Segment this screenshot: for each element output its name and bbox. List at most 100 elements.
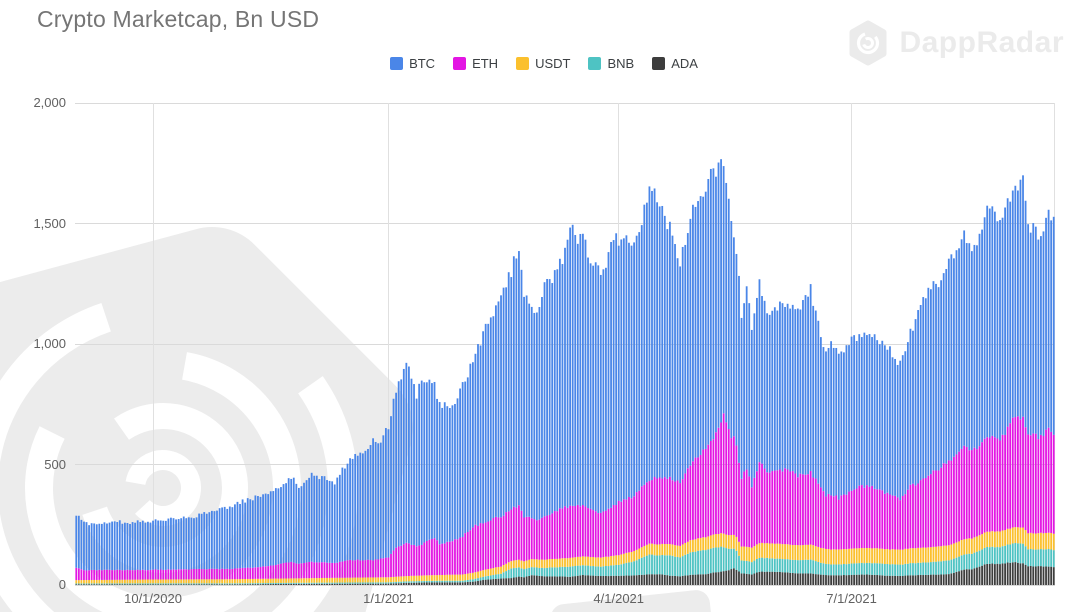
bar-segment-usdt (405, 576, 408, 582)
bar-segment-eth (814, 478, 817, 547)
bar-segment-usdt (866, 548, 868, 563)
bar-segment-eth (937, 470, 940, 547)
bar-segment-bnb (1011, 543, 1014, 563)
bar-segment-bnb (310, 582, 313, 584)
bar-segment-usdt (587, 556, 589, 566)
bar-segment-btc (809, 284, 812, 471)
bar-segment-usdt (177, 579, 180, 584)
bar-segment-btc (139, 522, 142, 571)
bar-segment-ada (704, 574, 707, 585)
bar-segment-eth (93, 569, 96, 580)
bar-segment-ada (656, 574, 659, 585)
bar-segment-usdt (978, 535, 981, 551)
bar-segment-usdt (216, 579, 218, 584)
bar-segment-eth (976, 449, 978, 537)
bar-segment-eth (512, 506, 515, 561)
bar-segment-ada (789, 572, 792, 585)
bar-segment-bnb (1017, 543, 1019, 563)
bar-segment-bnb (200, 583, 203, 585)
bar-segment-eth (333, 562, 336, 578)
bar-segment-ada (487, 579, 490, 585)
bar-segment-btc (180, 518, 183, 570)
bar-segment-btc (182, 516, 185, 570)
bar-segment-bnb (175, 583, 177, 585)
bar-segment-ada (817, 574, 820, 585)
bar-segment-ada (346, 583, 349, 585)
bar-segment-ada (280, 583, 282, 585)
bar-segment-usdt (1037, 533, 1040, 550)
bar-segment-bnb (896, 564, 899, 576)
bar-segment-eth (451, 541, 454, 575)
bar-segment-bnb (863, 563, 866, 575)
bar-segment-ada (379, 583, 382, 585)
bar-segment-eth (843, 494, 845, 550)
bar-segment-usdt (582, 556, 584, 566)
bar-segment-ada (397, 583, 400, 585)
bar-segment-eth (825, 496, 827, 549)
bar-segment-usdt (175, 579, 177, 584)
bar-segment-bnb (152, 583, 154, 585)
bar-segment-btc (382, 435, 385, 559)
bar-segment-eth (338, 561, 341, 578)
bar-segment-ada (436, 582, 438, 585)
bar-segment-btc (157, 520, 160, 570)
bar-segment-btc (638, 232, 641, 491)
bar-segment-bnb (582, 565, 584, 575)
bar-segment-ada (786, 572, 789, 585)
bar-segment-btc (377, 443, 380, 560)
bar-segment-btc (456, 398, 459, 540)
bar-segment-bnb (681, 556, 684, 576)
bar-segment-usdt (628, 552, 630, 563)
bar-segment-ada (1022, 563, 1024, 585)
bar-segment-usdt (551, 559, 554, 568)
bar-segment-ada (100, 584, 103, 585)
bar-segment-eth (167, 569, 170, 580)
bar-segment-usdt (525, 560, 528, 569)
bar-segment-bnb (269, 583, 272, 585)
bar-segment-bnb (674, 556, 676, 576)
bar-segment-eth (758, 462, 761, 544)
legend-label: ETH (472, 56, 499, 71)
bar-segment-eth (164, 569, 167, 580)
bar-segment-usdt (715, 534, 717, 548)
bar-segment-btc (520, 269, 523, 511)
bar-segment-bnb (878, 563, 881, 576)
bar-segment-btc (594, 262, 597, 512)
bar-segment-btc (272, 491, 275, 566)
bar-segment-ada (193, 584, 195, 585)
bar-segment-ada (873, 574, 876, 585)
bar-segment-bnb (415, 581, 418, 583)
bar-segment-usdt (282, 578, 285, 583)
bar-segment-usdt (983, 532, 986, 548)
bar-segment-eth (669, 476, 671, 545)
bar-segment-ada (75, 584, 78, 585)
bar-segment-usdt (720, 533, 722, 547)
legend-label: BNB (607, 56, 635, 71)
bar-segment-btc (1014, 185, 1017, 418)
bar-segment-usdt (630, 551, 633, 563)
bar-segment-btc (978, 233, 981, 447)
bar-segment-eth (274, 565, 277, 579)
bar-segment-eth (354, 560, 357, 578)
bar-segment-eth (90, 569, 93, 580)
bar-segment-btc (523, 296, 525, 518)
legend-label: BTC (409, 56, 436, 71)
bar-segment-btc (773, 307, 776, 471)
bar-segment-bnb (802, 560, 804, 574)
bar-segment-ada (699, 574, 702, 585)
h-gridline (75, 584, 1055, 586)
bar-segment-bnb (379, 582, 382, 584)
bar-segment-bnb (781, 559, 784, 573)
bar-segment-ada (187, 584, 190, 585)
bar-segment-btc (351, 458, 354, 561)
bar-segment-btc (246, 498, 249, 568)
bar-segment-bnb (492, 575, 495, 580)
bar-segment-btc (515, 258, 518, 508)
bar-segment-eth (876, 489, 879, 549)
bar-segment-ada (622, 575, 625, 585)
bar-segment-eth (395, 547, 398, 577)
bar-segment-usdt (789, 544, 792, 560)
bar-segment-ada (425, 582, 428, 585)
bar-segment-usdt (960, 540, 963, 556)
bar-segment-bnb (159, 583, 162, 585)
